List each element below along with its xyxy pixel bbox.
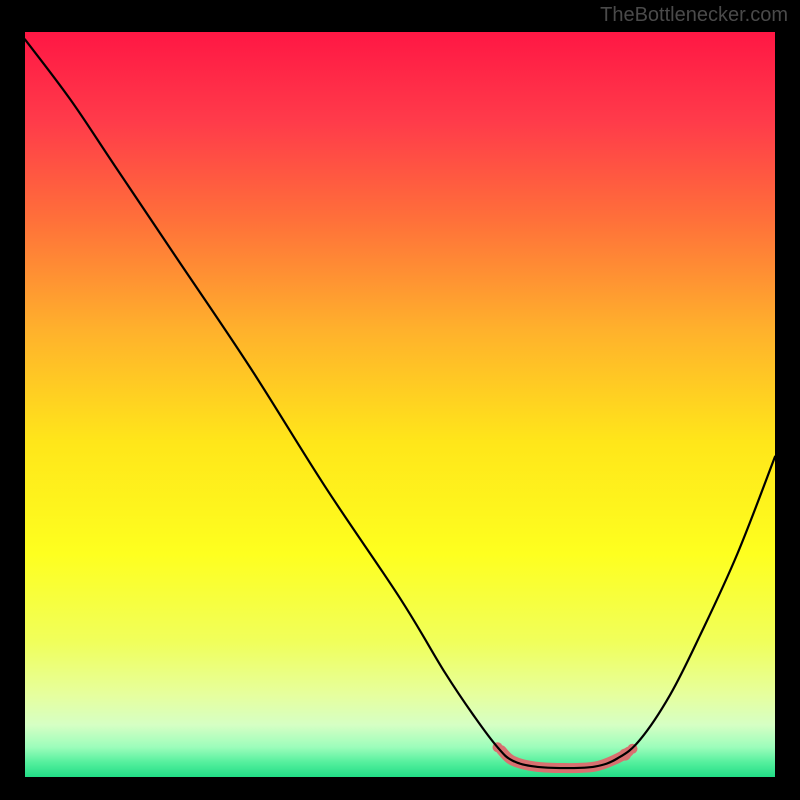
bottleneck-curve [25,39,775,768]
valley-highlight [501,750,629,768]
plot-area [25,32,775,777]
watermark: TheBottlenecker.com [600,4,788,27]
chart-svg [25,32,775,777]
